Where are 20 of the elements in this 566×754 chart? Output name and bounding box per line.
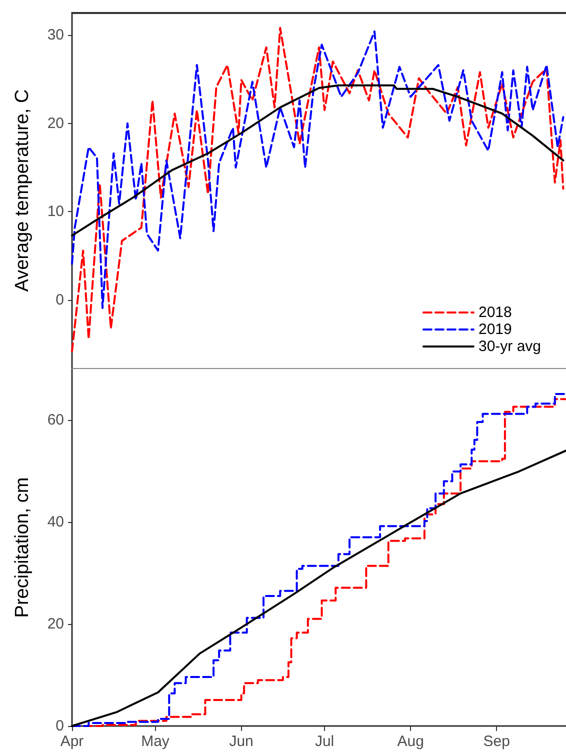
y-axis-title: Precipitation, cm (12, 477, 33, 618)
y-axis-title: Average temperature, C (12, 89, 33, 292)
legend-label: 30-yr avg (478, 338, 542, 355)
y-tick-label: 10 (47, 203, 64, 220)
x-tick-label: Sep (483, 733, 510, 750)
line-series (71, 84, 564, 237)
x-tick-label: Apr (60, 733, 84, 750)
y-tick-label: 20 (47, 616, 64, 632)
y-tick-label: 30 (47, 26, 64, 44)
legend-label: 2018 (478, 304, 512, 321)
y-tick-label: 20 (47, 114, 64, 132)
y-tick-label: 60 (47, 412, 64, 428)
x-tick-label: Jul (314, 733, 334, 750)
y-tick-label: 0 (56, 718, 64, 734)
y-tick-label: 0 (56, 292, 64, 309)
x-tick-label: Aug (397, 733, 424, 750)
x-tick-label: May (141, 733, 170, 750)
y-tick-label: 40 (47, 514, 64, 530)
legend-label: 2019 (478, 321, 512, 338)
x-tick-label: Jun (229, 733, 254, 750)
